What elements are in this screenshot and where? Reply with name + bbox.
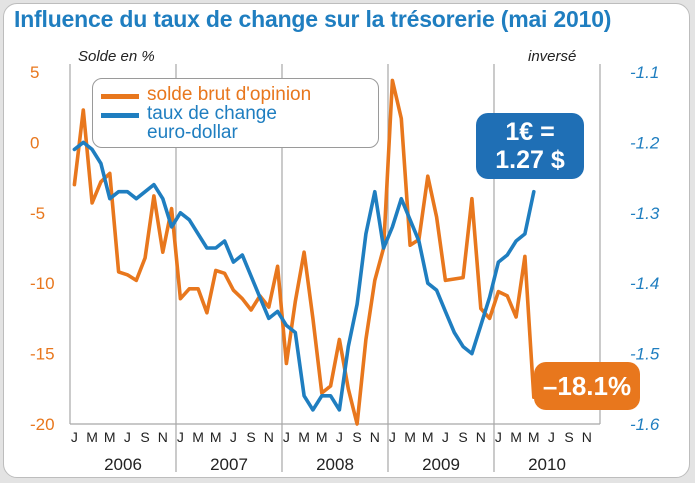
right-axis-ticks: -1.1 -1.2 -1.3 -1.4 -1.5 -1.6 [630, 63, 660, 434]
series-line-solde [72, 78, 536, 426]
year-tick-label: 2009 [422, 455, 460, 474]
month-tick-label: J [71, 429, 78, 445]
year-tick-label: 2010 [528, 455, 566, 474]
legend-label-solde: solde brut d'opinion [147, 84, 312, 105]
month-tick-label: M [316, 429, 328, 445]
month-tick-label: M [422, 429, 434, 445]
month-tick-label: N [370, 429, 380, 445]
left-tick-label: 5 [30, 63, 39, 82]
month-tick-label: M [104, 429, 116, 445]
month-tick-label: M [210, 429, 222, 445]
right-tick-label: -1.2 [630, 133, 660, 152]
legend-label-fx-line2: euro-dollar [147, 122, 238, 143]
legend-swatch-blue [101, 113, 139, 118]
right-tick-label: -1.5 [630, 345, 660, 364]
right-axis-label: inversé [528, 48, 577, 65]
month-tick-label: M [510, 429, 522, 445]
month-tick-label: J [230, 429, 237, 445]
month-tick-label: S [458, 429, 467, 445]
month-tick-label: J [442, 429, 449, 445]
left-axis-ticks: 5 0 -5 -10 -15 -20 [30, 63, 55, 434]
year-tick-label: 2008 [316, 455, 354, 474]
month-tick-label: J [124, 429, 131, 445]
fx-callout-line1: 1€ = [505, 118, 555, 146]
series-line-fx [72, 140, 536, 412]
month-tick-label: M [404, 429, 416, 445]
month-tick-label: J [548, 429, 555, 445]
month-tick-label: J [177, 429, 184, 445]
month-tick-label: J [495, 429, 502, 445]
right-tick-label: -1.6 [630, 415, 660, 434]
month-tick-label: S [246, 429, 255, 445]
right-tick-label: -1.4 [630, 274, 659, 293]
month-tick-label: N [264, 429, 274, 445]
right-tick-label: -1.1 [630, 63, 659, 82]
month-tick-label: S [140, 429, 149, 445]
month-tick-label: S [352, 429, 361, 445]
legend-item-fx: taux de change euro-dollar [101, 104, 277, 142]
month-tick-label: J [389, 429, 396, 445]
month-tick-label: M [528, 429, 540, 445]
left-tick-label: -20 [30, 415, 55, 434]
left-tick-label: -10 [30, 274, 55, 293]
legend-label-fx: taux de change euro-dollar [147, 104, 277, 142]
year-tick-label: 2007 [210, 455, 248, 474]
month-tick-label: M [86, 429, 98, 445]
legend-item-solde: solde brut d'opinion [101, 85, 311, 104]
left-axis-label: Solde en % [78, 48, 155, 65]
month-tick-label: M [298, 429, 310, 445]
month-tick-label: N [158, 429, 168, 445]
chart-title-main: Influence du taux de change sur la tréso… [14, 6, 495, 32]
month-tick-label: N [476, 429, 486, 445]
left-tick-label: -15 [30, 345, 55, 364]
month-tick-label: M [192, 429, 204, 445]
solde-callout: –18.1% [534, 362, 640, 410]
series-lines [72, 78, 536, 426]
legend-swatch-orange [101, 94, 139, 99]
chart-title: Influence du taux de change sur la tréso… [14, 6, 611, 33]
month-tick-label: N [582, 429, 592, 445]
fx-callout: 1€ = 1.27 $ [476, 113, 584, 179]
fx-callout-line2: 1.27 $ [495, 146, 565, 174]
month-tick-label: J [283, 429, 290, 445]
month-tick-label: S [564, 429, 573, 445]
left-tick-label: -5 [30, 204, 45, 223]
left-tick-label: 0 [30, 133, 39, 152]
legend-label-fx-line1: taux de change [147, 103, 277, 124]
month-tick-label: J [336, 429, 343, 445]
legend: solde brut d'opinion taux de change euro… [92, 78, 379, 148]
year-tick-label: 2006 [104, 455, 142, 474]
chart-title-date: (mai 2010) [500, 6, 612, 32]
right-tick-label: -1.3 [630, 204, 660, 223]
